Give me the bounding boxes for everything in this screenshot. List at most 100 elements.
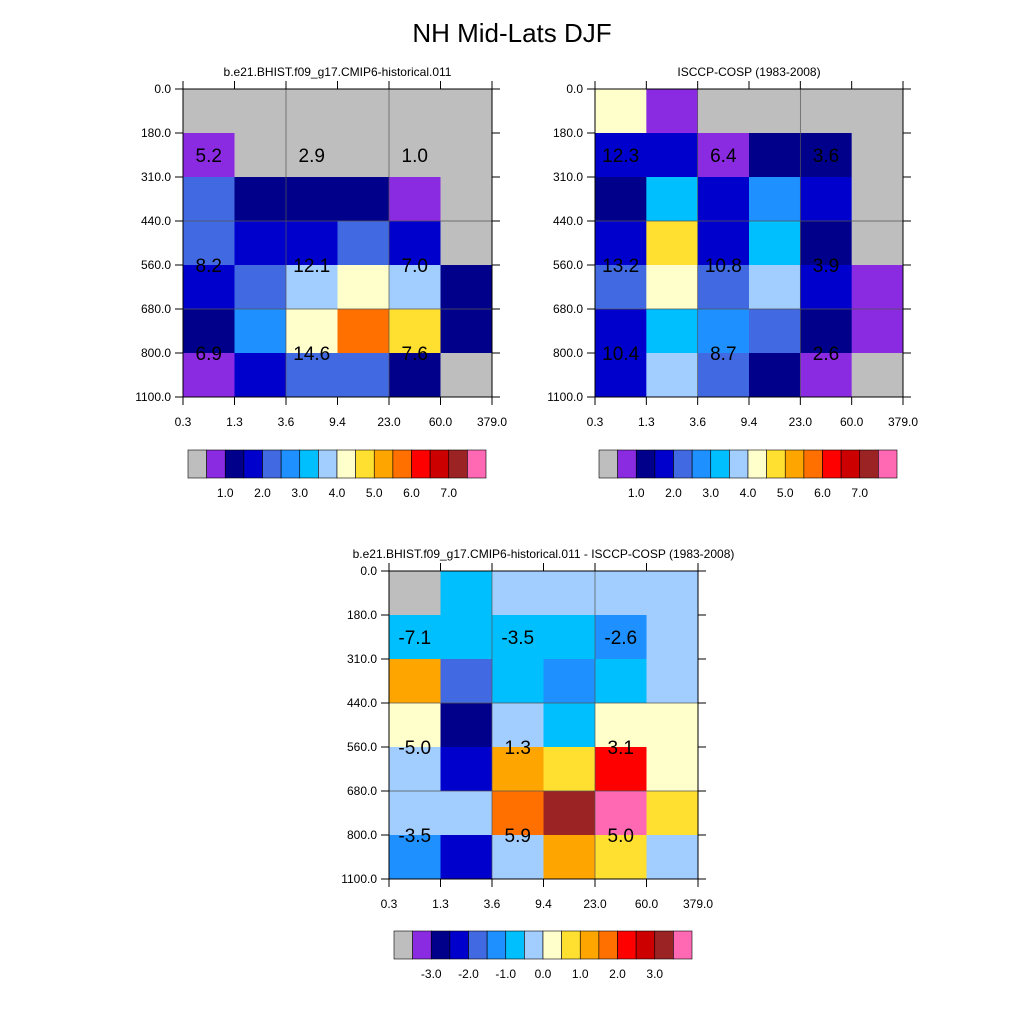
colorbar-box bbox=[598, 449, 618, 479]
heatmap-cell bbox=[389, 265, 441, 310]
y-tick-label: 680.0 bbox=[347, 784, 377, 798]
colorbar-box bbox=[673, 449, 693, 479]
y-tick-label: 0.0 bbox=[566, 82, 583, 96]
heatmap-cell bbox=[595, 309, 647, 354]
heatmap-cell bbox=[749, 221, 801, 266]
heatmap-cell bbox=[697, 133, 750, 178]
x-tick-label: 379.0 bbox=[888, 415, 918, 429]
y-tick-label: 310.0 bbox=[553, 170, 583, 184]
colorbar-label: 7.0 bbox=[851, 486, 868, 500]
colorbar-label: 6.0 bbox=[814, 486, 831, 500]
heatmap-cell bbox=[697, 89, 750, 134]
value-label: -3.5 bbox=[398, 826, 431, 847]
colorbar-label: 3.0 bbox=[702, 486, 719, 500]
heatmap-cell bbox=[234, 221, 287, 266]
x-tick-label: 9.4 bbox=[535, 897, 552, 911]
heatmap-cell bbox=[749, 133, 801, 178]
heatmap-cell bbox=[286, 89, 338, 134]
heatmap-cell bbox=[646, 221, 699, 266]
x-tick-label: 23.0 bbox=[377, 415, 401, 429]
colorbar-box bbox=[505, 930, 525, 960]
heatmap-cell bbox=[337, 353, 390, 398]
y-tick-label: 310.0 bbox=[141, 170, 171, 184]
heatmap-cell bbox=[800, 353, 853, 398]
heatmap-cell bbox=[389, 89, 441, 134]
heatmap-cell bbox=[337, 89, 390, 134]
y-tick-label: 0.0 bbox=[154, 82, 171, 96]
heatmap-cell bbox=[492, 747, 544, 792]
heatmap-cell bbox=[646, 615, 699, 660]
value-label: 12.1 bbox=[293, 256, 330, 277]
colorbar-box bbox=[542, 930, 562, 960]
colorbar-label: 4.0 bbox=[329, 486, 346, 500]
heatmap-cell bbox=[646, 265, 699, 310]
panel-observations: ISCCP-COSP (1983-2008) 0.0 180.0 310.0 440.0… bbox=[547, 65, 918, 500]
heatmap-cell bbox=[543, 571, 596, 616]
heatmap-cell bbox=[234, 89, 287, 134]
heatmap-cell bbox=[646, 791, 699, 836]
y-tick-label: 180.0 bbox=[141, 126, 171, 140]
heatmap-cell bbox=[440, 133, 493, 178]
heatmap-cell bbox=[492, 571, 544, 616]
colorbar-box bbox=[579, 930, 600, 960]
colorbar-box bbox=[429, 449, 450, 479]
colorbar-box bbox=[280, 449, 301, 479]
colorbar-box bbox=[206, 449, 226, 479]
heatmap-cell bbox=[697, 221, 750, 266]
heatmap-cell bbox=[595, 571, 647, 616]
colorbar-label: -1.0 bbox=[495, 967, 516, 981]
heatmap-cell bbox=[234, 265, 287, 310]
value-label: 1.0 bbox=[402, 146, 428, 167]
value-label: 6.9 bbox=[196, 344, 222, 365]
heatmap-cell bbox=[389, 309, 441, 354]
heatmap-cell bbox=[337, 265, 390, 310]
heatmap-cell bbox=[595, 791, 647, 836]
y-tick-label: 560.0 bbox=[141, 258, 171, 272]
heatmap-cell bbox=[543, 747, 596, 792]
colorbar-box bbox=[187, 449, 207, 479]
y-tick-label: 800.0 bbox=[141, 346, 171, 360]
heatmap-cell bbox=[595, 659, 647, 704]
heatmap-cell bbox=[440, 835, 493, 880]
y-tick-label: 560.0 bbox=[553, 258, 583, 272]
heatmap-cell bbox=[234, 177, 287, 222]
colorbar-box bbox=[449, 930, 469, 960]
heatmap-cell bbox=[389, 791, 441, 836]
value-label: -7.1 bbox=[398, 628, 431, 649]
y-tick-label: 0.0 bbox=[360, 564, 377, 578]
colorbar-label: 0.0 bbox=[535, 967, 552, 981]
y-tick-label: 440.0 bbox=[553, 214, 583, 228]
panel-title: ISCCP-COSP (1983-2008) bbox=[677, 65, 820, 79]
heatmap-cell bbox=[697, 265, 750, 310]
heatmap-cell bbox=[749, 89, 801, 134]
value-label: 13.2 bbox=[602, 256, 639, 277]
page-title: NH Mid-Lats DJF bbox=[412, 18, 612, 48]
heatmap-cell bbox=[234, 309, 287, 354]
heatmap-cell bbox=[389, 221, 441, 266]
heatmap-cell bbox=[389, 571, 441, 616]
colorbar-box bbox=[635, 449, 656, 479]
heatmap-cell bbox=[440, 89, 493, 134]
heatmap-cell bbox=[646, 133, 699, 178]
heatmap-cell bbox=[389, 177, 441, 222]
heatmap-cell bbox=[492, 835, 544, 880]
heatmap-cell bbox=[492, 791, 544, 836]
heatmap-cell bbox=[183, 353, 235, 398]
heatmap-cell bbox=[183, 89, 235, 134]
colorbar-box bbox=[617, 449, 637, 479]
y-tick-label: 680.0 bbox=[141, 302, 171, 316]
y-tick-label: 800.0 bbox=[553, 346, 583, 360]
heatmap-cell bbox=[595, 221, 647, 266]
panel-title: b.e21.BHIST.f09_g17.CMIP6-historical.011 bbox=[224, 65, 452, 79]
heatmap-cell bbox=[183, 133, 235, 178]
heatmap-cell bbox=[492, 703, 544, 748]
colorbar-box bbox=[710, 449, 730, 479]
value-label: 6.4 bbox=[710, 146, 737, 167]
heatmap-cell bbox=[492, 659, 544, 704]
value-label: 5.0 bbox=[608, 826, 634, 847]
heatmap-cell bbox=[286, 353, 338, 398]
colorbar-label: 1.0 bbox=[217, 486, 234, 500]
colorbar-box bbox=[336, 449, 356, 479]
value-label: -3.5 bbox=[501, 628, 534, 649]
heatmap-cell bbox=[749, 353, 801, 398]
